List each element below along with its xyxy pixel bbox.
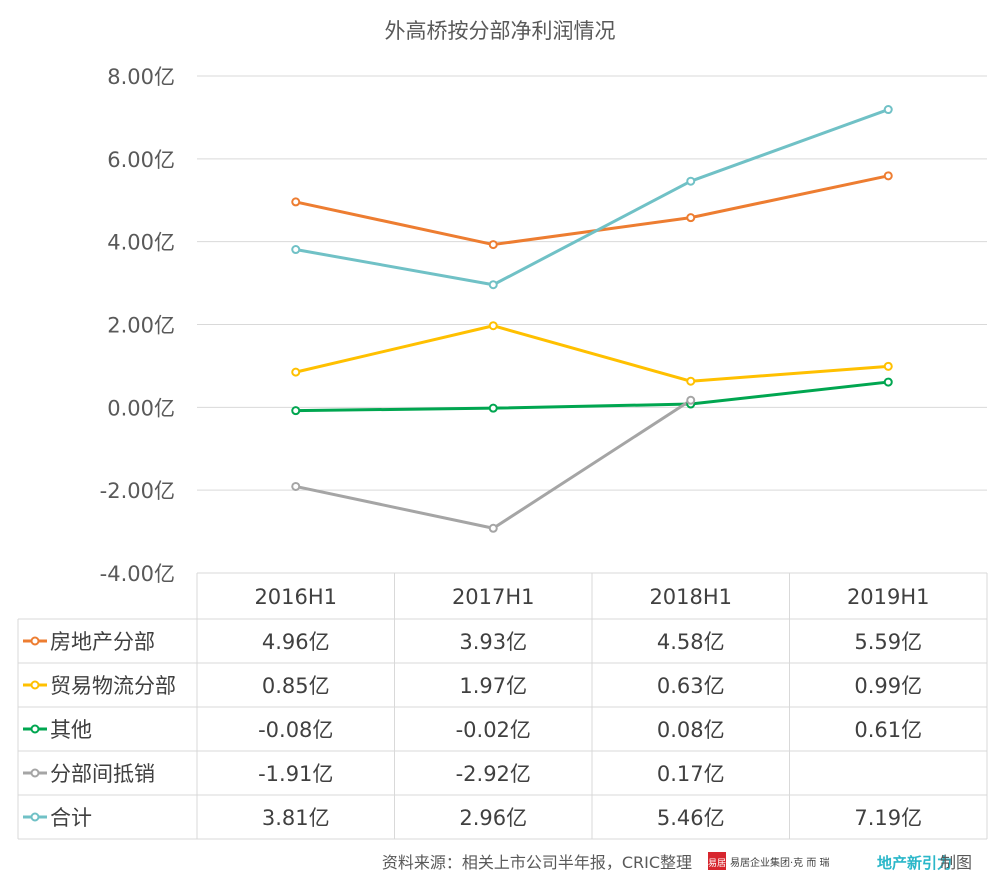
y-tick-label: 0.00亿	[107, 396, 175, 420]
data-point	[883, 105, 893, 115]
table-value-cell: 0.61亿	[854, 718, 922, 742]
source-text: 资料来源：相关上市公司半年报，CRIC整理	[382, 853, 692, 872]
series-name: 其他	[50, 718, 92, 742]
data-point	[291, 481, 301, 491]
data-point	[488, 280, 498, 290]
suffix-text: 制图	[940, 853, 972, 872]
table-value-cell: 0.08亿	[657, 718, 725, 742]
brand-logo: 地产新引力	[877, 854, 952, 872]
data-point	[686, 213, 696, 223]
data-point	[686, 395, 696, 405]
grid-lines	[197, 75, 987, 491]
table-value-cell: -0.02亿	[456, 718, 531, 742]
data-point	[883, 377, 893, 387]
series-name: 房地产分部	[50, 630, 155, 654]
logo-badge-box	[708, 852, 726, 870]
y-tick-label: -2.00亿	[100, 479, 175, 503]
y-tick-label: 6.00亿	[107, 148, 175, 172]
series-name: 分部间抵销	[50, 762, 155, 786]
series-line	[295, 108, 889, 287]
series-points	[291, 105, 893, 533]
legend-key-marker	[30, 636, 40, 646]
table-value-cell: 0.17亿	[657, 762, 725, 786]
series-name: 合计	[50, 806, 92, 830]
table-value-cell: 4.96亿	[262, 630, 330, 654]
table-value-cell: 0.85亿	[262, 674, 330, 698]
legend-key-marker	[30, 680, 40, 690]
table-value-cell: -1.91亿	[258, 762, 333, 786]
chart-title: 外高桥按分部净利润情况	[385, 19, 616, 43]
table-header-cell: 2016H1	[254, 585, 337, 609]
y-tick-label: 4.00亿	[107, 231, 175, 255]
data-point	[686, 376, 696, 386]
table-value-cell: 7.19亿	[854, 806, 922, 830]
y-tick-label: -4.00亿	[100, 562, 175, 586]
data-point	[291, 245, 301, 255]
data-point	[488, 523, 498, 533]
series-line	[295, 324, 889, 383]
data-point	[883, 361, 893, 371]
table-header-cell: 2019H1	[847, 585, 930, 609]
data-point	[291, 406, 301, 416]
table-value-cell: -0.08亿	[258, 718, 333, 742]
legend-key-marker	[30, 768, 40, 778]
y-tick-label: 8.00亿	[107, 65, 175, 89]
table-value-cell: 5.59亿	[854, 630, 922, 654]
data-point	[883, 171, 893, 181]
table-value-cell: 3.81亿	[262, 806, 330, 830]
table-value-cell: 0.63亿	[657, 674, 725, 698]
logo-badge: 易居	[708, 858, 726, 869]
y-axis-ticks: -4.00亿 -2.00亿 0.00亿 2.00亿 4.00亿 6.00亿 8.00亿	[100, 65, 175, 586]
series-lines	[295, 108, 889, 530]
legend-key-marker	[30, 812, 40, 822]
series-line	[295, 399, 692, 530]
table-value-cell: 0.99亿	[854, 674, 922, 698]
data-point	[488, 240, 498, 250]
data-table: 2016H1 2017H1 2018H1 2019H1 房地产分部 4.96亿 3.93亿 4…	[17, 572, 988, 840]
data-point	[488, 403, 498, 413]
series-name: 贸易物流分部	[50, 674, 176, 698]
legend-key-marker	[30, 724, 40, 734]
table-value-cell: -2.92亿	[456, 762, 531, 786]
table-value-cell: 1.97亿	[459, 674, 527, 698]
series-line	[295, 380, 889, 413]
data-point	[291, 197, 301, 207]
data-point	[291, 367, 301, 377]
table-value-cell: 3.93亿	[459, 630, 527, 654]
table-value-cell: 2.96亿	[459, 806, 527, 830]
table-header-cell: 2018H1	[649, 585, 732, 609]
y-tick-label: 2.00亿	[107, 314, 175, 338]
table-value-cell: 4.58亿	[657, 630, 725, 654]
logo-text: 易居企业集团·克 而 瑞	[730, 856, 830, 869]
footer: 资料来源：相关上市公司半年报，CRIC整理 易居 易居企业集团·克 而 瑞 地产…	[382, 852, 972, 872]
table-header-cell: 2017H1	[452, 585, 535, 609]
data-point	[686, 176, 696, 186]
table-value-cell: 5.46亿	[657, 806, 725, 830]
series-line	[295, 174, 889, 247]
data-point	[488, 321, 498, 331]
